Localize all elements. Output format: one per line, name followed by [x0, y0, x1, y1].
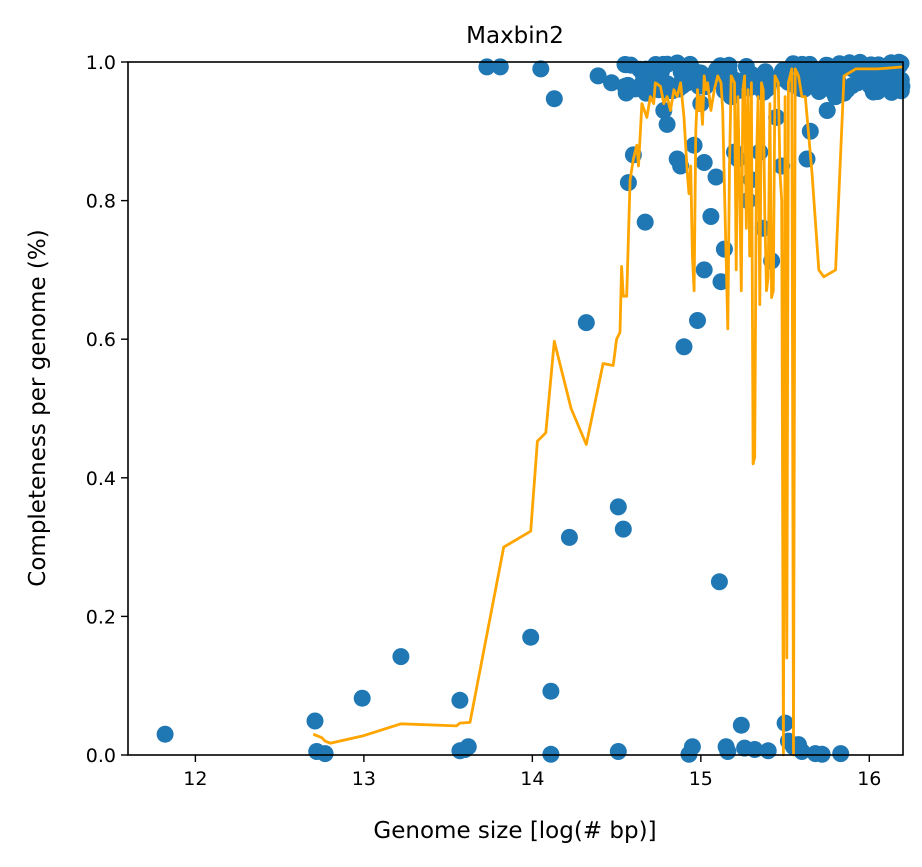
- y-tick-label: 0.6: [86, 329, 116, 351]
- data-point: [832, 745, 850, 763]
- data-point: [768, 108, 786, 126]
- data-point: [560, 528, 578, 546]
- data-point: [675, 338, 693, 356]
- y-axis: 0.0 0.2 0.4 0.6 0.8 1.0: [86, 52, 128, 767]
- line-path: [312, 65, 904, 757]
- data-point: [522, 628, 540, 646]
- x-axis: 12 13 14 15 16: [183, 755, 881, 790]
- x-tick-label: 14: [520, 768, 544, 790]
- data-point: [681, 55, 699, 73]
- data-point: [589, 67, 607, 85]
- x-tick-label: 13: [352, 768, 376, 790]
- x-tick-label: 12: [183, 768, 207, 790]
- data-point: [891, 57, 909, 74]
- data-point: [658, 115, 676, 133]
- data-point: [892, 82, 910, 100]
- data-point: [702, 208, 720, 225]
- data-point: [801, 122, 819, 140]
- x-tick-label: 15: [689, 768, 713, 790]
- data-point: [746, 741, 764, 758]
- data-point: [545, 90, 563, 108]
- data-point: [491, 58, 509, 76]
- data-point: [459, 738, 477, 756]
- data-point: [776, 714, 794, 732]
- x-axis-title: Genome size [log(# bp)]: [373, 818, 656, 844]
- plot-frame: [127, 61, 904, 756]
- data-point: [542, 682, 560, 700]
- data-point: [392, 648, 410, 666]
- line-series: [312, 65, 904, 757]
- x-tick-label: 16: [857, 768, 881, 790]
- data-point: [616, 77, 634, 95]
- data-point: [603, 74, 620, 92]
- data-point: [695, 261, 713, 279]
- data-point: [818, 102, 836, 119]
- data-point: [759, 742, 777, 760]
- y-tick-label: 0.0: [86, 745, 116, 767]
- data-point: [658, 55, 676, 73]
- data-point: [683, 738, 701, 756]
- data-point: [532, 60, 550, 78]
- y-tick-label: 1.0: [86, 52, 116, 74]
- data-point: [813, 61, 831, 79]
- data-point: [672, 157, 690, 175]
- data-point: [645, 67, 663, 85]
- data-point: [609, 743, 627, 760]
- data-point: [719, 743, 737, 760]
- data-point: [695, 154, 713, 171]
- y-tick-label: 0.8: [86, 191, 116, 213]
- data-point: [619, 174, 637, 192]
- data-point: [451, 691, 469, 709]
- y-axis-title: Completeness per genome (%): [25, 229, 51, 586]
- data-point: [707, 168, 725, 186]
- data-point: [306, 712, 324, 730]
- data-point: [609, 498, 627, 516]
- chart-title: Maxbin2: [466, 23, 564, 49]
- data-point: [614, 520, 632, 538]
- data-point: [636, 213, 654, 231]
- data-point: [353, 689, 371, 707]
- y-tick-label: 0.4: [86, 468, 116, 490]
- data-point: [685, 136, 703, 154]
- data-point: [577, 314, 595, 332]
- data-point: [711, 57, 729, 75]
- data-point: [732, 716, 750, 734]
- data-point: [316, 745, 334, 763]
- data-point: [710, 573, 728, 591]
- data-point: [798, 150, 816, 168]
- data-point: [689, 312, 706, 329]
- scatter-series: [156, 53, 911, 763]
- y-tick-label: 0.2: [86, 606, 116, 628]
- data-point: [156, 725, 174, 743]
- data-point: [678, 74, 696, 92]
